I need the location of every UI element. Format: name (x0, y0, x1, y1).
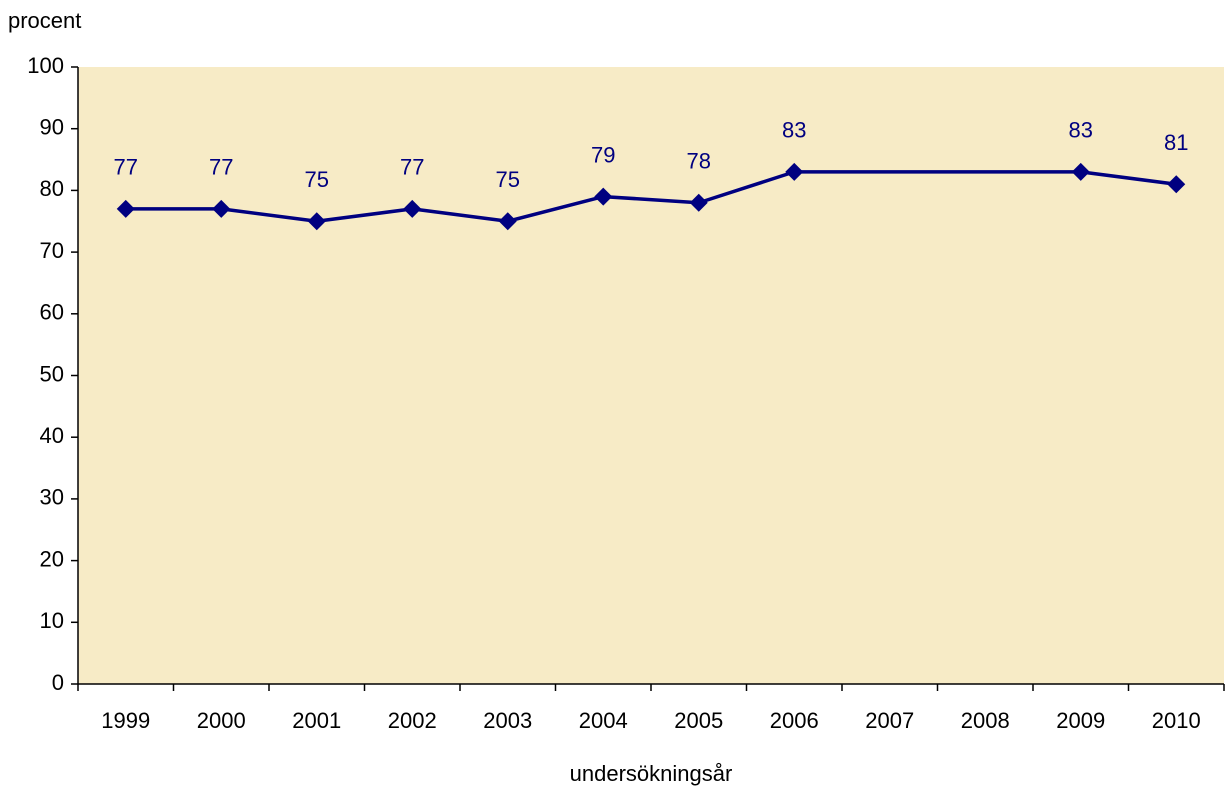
y-tick-label: 80 (40, 176, 64, 201)
x-tick-label: 1999 (101, 708, 150, 733)
x-tick-label: 2010 (1152, 708, 1201, 733)
x-tick-label: 2004 (579, 708, 628, 733)
data-label: 75 (305, 167, 329, 192)
x-tick-label: 2000 (197, 708, 246, 733)
x-tick-label: 2009 (1056, 708, 1105, 733)
data-point (594, 187, 613, 206)
data-label: 83 (782, 118, 806, 143)
data-label: 83 (1069, 118, 1093, 143)
data-point (116, 199, 135, 218)
x-tick-label: 2008 (961, 708, 1010, 733)
data-point (689, 193, 708, 212)
y-tick-label: 70 (40, 238, 64, 263)
y-tick-label: 40 (40, 423, 64, 448)
y-tick-label: 20 (40, 546, 64, 571)
x-tick-label: 2007 (865, 708, 914, 733)
data-point (307, 212, 326, 231)
series-line (125, 170, 1177, 223)
data-label: 79 (591, 142, 615, 167)
x-tick-label: 2005 (674, 708, 723, 733)
data-point (498, 212, 517, 231)
x-axis-label: undersökningsår (570, 761, 733, 786)
y-tick-label: 0 (52, 670, 64, 695)
plot-background (78, 67, 1224, 684)
x-tick-label: 2003 (483, 708, 532, 733)
y-tick-label: 100 (27, 53, 64, 78)
data-point (1167, 175, 1186, 194)
data-label: 77 (400, 155, 424, 180)
data-point (1071, 162, 1090, 181)
data-label: 77 (114, 155, 138, 180)
data-point (785, 162, 804, 181)
y-tick-label: 50 (40, 361, 64, 386)
y-tick-label: 90 (40, 115, 64, 140)
data-point (403, 199, 422, 218)
y-tick-label: 30 (40, 485, 64, 510)
x-tick-label: 2006 (770, 708, 819, 733)
y-axis-label: procent (8, 8, 81, 33)
y-tick-label: 60 (40, 300, 64, 325)
x-tick-label: 2001 (292, 708, 341, 733)
data-label: 75 (496, 167, 520, 192)
data-label: 78 (687, 149, 711, 174)
y-tick-label: 10 (40, 608, 64, 633)
data-label: 81 (1164, 130, 1188, 155)
x-tick-label: 2002 (388, 708, 437, 733)
data-point (212, 199, 231, 218)
data-label: 77 (209, 155, 233, 180)
